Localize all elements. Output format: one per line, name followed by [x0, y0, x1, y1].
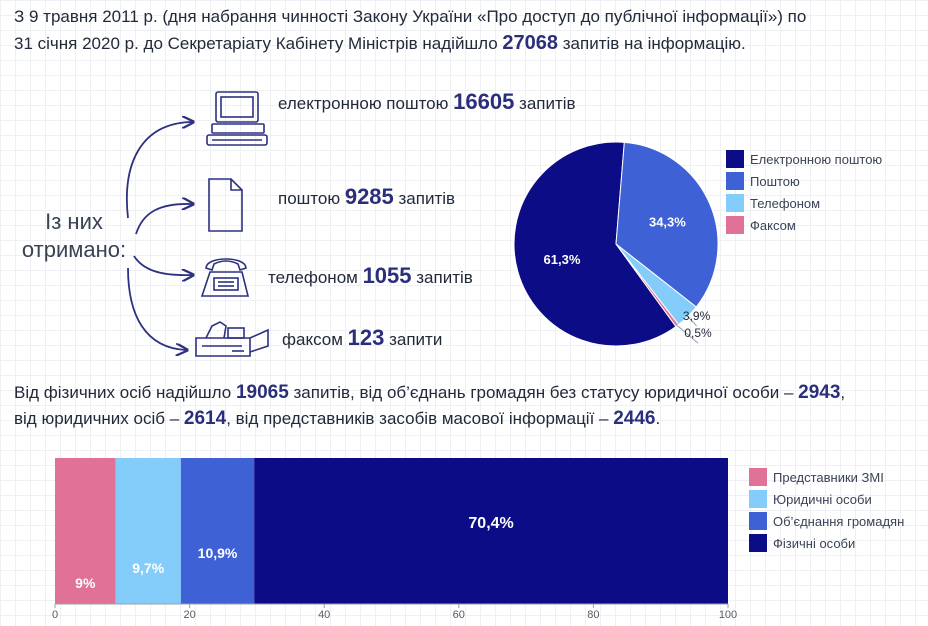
- pie-legend-label-1: Поштою: [750, 174, 800, 189]
- bar-legend-label-1: Юридичні особи: [773, 492, 872, 507]
- channel-phone-unit: запитів: [411, 268, 473, 287]
- bar-label-0: 9%: [75, 575, 96, 591]
- persons-line-2-c: .: [655, 409, 661, 428]
- channel-post-value: 9285: [344, 184, 394, 209]
- bar-legend-label-0: Представники ЗМІ: [773, 470, 884, 485]
- stacked-bar-chart: 9% 9,7% 10,9% 70,4% 0 20 40 60 80 100 Представники…: [52, 458, 904, 621]
- pie-slice-0: [513, 141, 677, 347]
- channel-email: електронною поштою 16605 запитів: [278, 89, 576, 115]
- pie-label-0: 61,3%: [544, 252, 581, 267]
- persons-line-2-b: , від представників засобів масової інфо…: [226, 409, 614, 428]
- bar-x-tick-label-0: 0: [52, 609, 58, 621]
- pie-label-2: 3,9%: [683, 309, 711, 323]
- channel-fax: факсом 123 запити: [282, 325, 442, 351]
- arrow-phone: [133, 255, 192, 275]
- intro-line-2-post: запитів на інформацію.: [558, 34, 746, 53]
- bar-x-tick-label-1: 20: [183, 609, 195, 621]
- pie-chart: 61,3% 34,3% 3,9% 0,5% Електронною поштою Пошт…: [513, 141, 882, 347]
- pie-slice-1: [615, 141, 719, 308]
- received-label: Із них отримано:: [10, 208, 138, 264]
- bar-x-tick-label-3: 60: [453, 609, 465, 621]
- channel-phone-label: телефоном: [268, 268, 363, 287]
- persons-paragraph: Від фізичних осіб надійшло 19065 запитів…: [14, 380, 845, 432]
- intro-paragraph: З 9 травня 2011 р. (дня набрання чинност…: [14, 4, 806, 57]
- pie-legend-label-3: Факсом: [750, 218, 796, 233]
- pie-leader-3: [676, 325, 699, 344]
- persons-line-1-a: Від фізичних осіб надійшло: [14, 383, 236, 402]
- bar-segment-2: [180, 458, 255, 604]
- channel-fax-unit: запити: [384, 330, 443, 349]
- persons-line-1-b: запитів, від об’єднань громадян без стат…: [288, 383, 799, 402]
- received-label-line-1: Із них: [45, 209, 103, 234]
- bar-label-1: 9,7%: [132, 560, 164, 576]
- channel-phone: телефоном 1055 запитів: [268, 263, 473, 289]
- pie-label-1: 34,3%: [649, 215, 686, 230]
- persons-line-1: Від фізичних осіб надійшло 19065 запитів…: [14, 380, 845, 406]
- persons-line-2: від юридичних осіб – 2614, від представн…: [14, 406, 845, 432]
- document-icon: [208, 178, 243, 232]
- channel-email-unit: запитів: [514, 94, 576, 113]
- pie-legend-label-0: Електронною поштою: [750, 152, 882, 167]
- media-value: 2446: [613, 408, 656, 429]
- pie-legend-swatch-3: [726, 216, 744, 234]
- channel-post-label: поштою: [278, 189, 345, 208]
- intro-line-2: 31 січня 2020 р. до Секретаріату Кабінет…: [14, 30, 806, 57]
- legal-entities-value: 2614: [183, 408, 227, 429]
- persons-line-2-a: від юридичних осіб –: [14, 409, 184, 428]
- bar-segment-0: [55, 458, 116, 604]
- bar-legend-label-2: Об’єднання громадян: [773, 514, 904, 529]
- bar-x-tick-label-5: 100: [719, 609, 737, 621]
- bar-label-3: 70,4%: [468, 515, 513, 532]
- bar-legend-swatch-2: [749, 512, 767, 530]
- bar-legend-swatch-0: [749, 468, 767, 486]
- individuals-value: 19065: [235, 382, 289, 403]
- bar-x-tick-label-4: 80: [587, 609, 599, 621]
- received-label-line-2: отримано:: [21, 237, 127, 262]
- bar-legend-swatch-1: [749, 490, 767, 508]
- associations-value: 2943: [798, 382, 841, 403]
- channel-email-value: 16605: [453, 89, 515, 114]
- bar-legend-label-3: Фізичні особи: [773, 536, 855, 551]
- pie-legend-swatch-2: [726, 194, 744, 212]
- arrow-fax: [127, 267, 186, 350]
- total-requests: 27068: [502, 32, 559, 54]
- arrow-post: [135, 204, 192, 235]
- channel-phone-value: 1055: [362, 263, 412, 288]
- pie-legend-label-2: Телефоном: [750, 196, 820, 211]
- bar-segment-1: [115, 458, 181, 604]
- pie-label-3: 0,5%: [684, 326, 712, 340]
- computer-icon: [206, 91, 268, 146]
- bar-label-2: 10,9%: [198, 545, 238, 561]
- telephone-icon: [200, 258, 250, 297]
- channel-email-label: електронною поштою: [278, 94, 454, 113]
- channel-fax-value: 123: [347, 325, 385, 350]
- bar-segment-3: [254, 458, 728, 604]
- channel-fax-label: факсом: [282, 330, 348, 349]
- arrow-email: [126, 122, 192, 219]
- bar-legend-swatch-3: [749, 534, 767, 552]
- pie-leader-2: [687, 316, 697, 327]
- pie-legend-swatch-1: [726, 172, 744, 190]
- intro-line-1: З 9 травня 2011 р. (дня набрання чинност…: [14, 7, 807, 26]
- pie-legend-swatch-0: [726, 150, 744, 168]
- fax-icon: [195, 321, 269, 357]
- persons-line-1-c: ,: [840, 383, 846, 402]
- intro-line-2-pre: 31 січня 2020 р. до Секретаріату Кабінет…: [14, 34, 503, 53]
- channel-post-unit: запитів: [393, 189, 456, 208]
- channel-post: поштою 9285 запитів: [278, 184, 455, 210]
- bar-x-tick-label-2: 40: [318, 609, 330, 621]
